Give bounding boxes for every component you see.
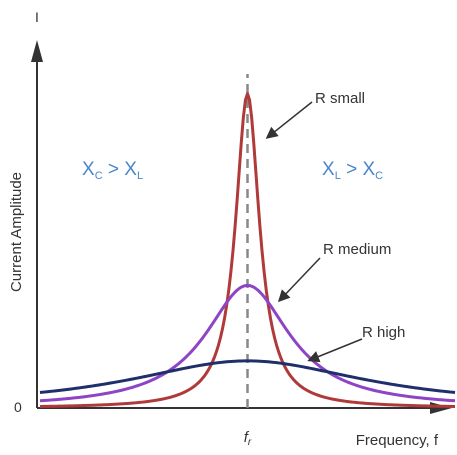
x-axis-arrow [430, 402, 452, 414]
r-small-label: R small [315, 90, 365, 107]
y-axis-label: Current Amplitude [8, 172, 25, 292]
right-region-label: XL > XC [322, 159, 383, 182]
y-axis-arrow [31, 40, 43, 62]
y-axis-symbol: I [35, 9, 39, 25]
resonant-frequency-label: fr [244, 429, 252, 448]
r-high-label: R high [362, 324, 405, 341]
r-medium-arrow [277, 257, 321, 303]
curves-group [39, 92, 456, 408]
r-medium-label: R medium [323, 241, 391, 258]
series-line-r-high [39, 359, 456, 394]
y-origin-label: 0 [14, 399, 22, 415]
series-line-r-small [39, 92, 456, 408]
series-line-r-medium [39, 283, 456, 403]
x-axis-label: Frequency, f [356, 432, 439, 449]
left-region-label: XC > XL [82, 159, 143, 182]
r-high-arrow [307, 338, 363, 363]
r-small-arrow [265, 101, 313, 139]
